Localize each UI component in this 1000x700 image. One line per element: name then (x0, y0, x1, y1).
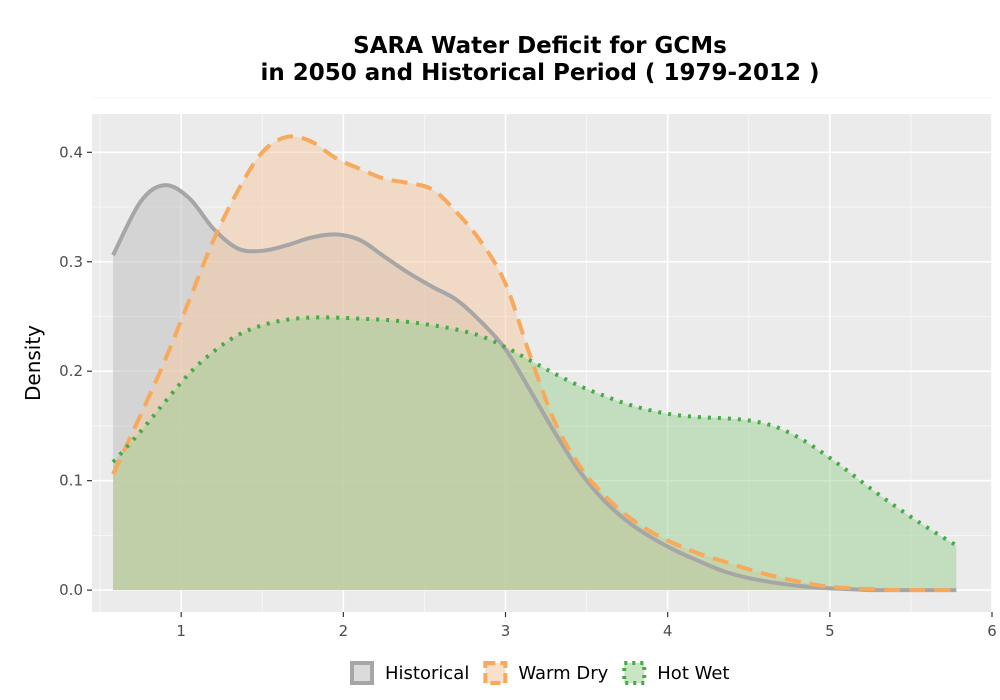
x-tick-label: 4 (663, 622, 673, 640)
line-warm-dry (111, 134, 957, 593)
y-tick-label: 0.0 (59, 581, 83, 599)
legend-label-warm-dry: Warm Dry (518, 663, 608, 684)
legend-key-hot-wet (622, 661, 647, 685)
legend-item-historical: Historical (350, 661, 469, 685)
y-tick-label: 0.4 (59, 143, 83, 161)
legend-key-warm-dry (483, 661, 508, 685)
x-axis: 1 2 3 4 5 6 (176, 612, 997, 640)
x-tick-label: 6 (987, 622, 997, 640)
x-tick-label: 1 (176, 622, 186, 640)
y-tick-label: 0.3 (59, 253, 83, 271)
y-tick-label: 0.1 (59, 472, 83, 490)
density-areas (113, 136, 957, 591)
x-tick-label: 5 (825, 622, 835, 640)
y-tick-label: 0.2 (59, 362, 83, 380)
legend-label-hot-wet: Hot Wet (657, 663, 729, 684)
y-axis: 0.0 0.1 0.2 0.3 0.4 (59, 143, 92, 599)
chart-title-line-1: SARA Water Deficit for GCMs (353, 33, 727, 59)
legend-label-historical: Historical (385, 663, 469, 684)
legend-key-historical (350, 661, 374, 685)
density-lines (111, 134, 958, 593)
x-tick-label: 3 (501, 622, 511, 640)
x-tick-label: 2 (339, 622, 349, 640)
area-hot-wet (113, 317, 957, 591)
line-historical (111, 183, 957, 593)
y-axis-title: Density (21, 325, 45, 401)
legend: Historical Warm Dry Hot Wet (350, 661, 729, 685)
legend-item-warm-dry: Warm Dry (483, 661, 609, 685)
chart-title-line-2: in 2050 and Historical Period ( 1979-201… (260, 60, 819, 86)
legend-item-hot-wet: Hot Wet (622, 661, 729, 685)
